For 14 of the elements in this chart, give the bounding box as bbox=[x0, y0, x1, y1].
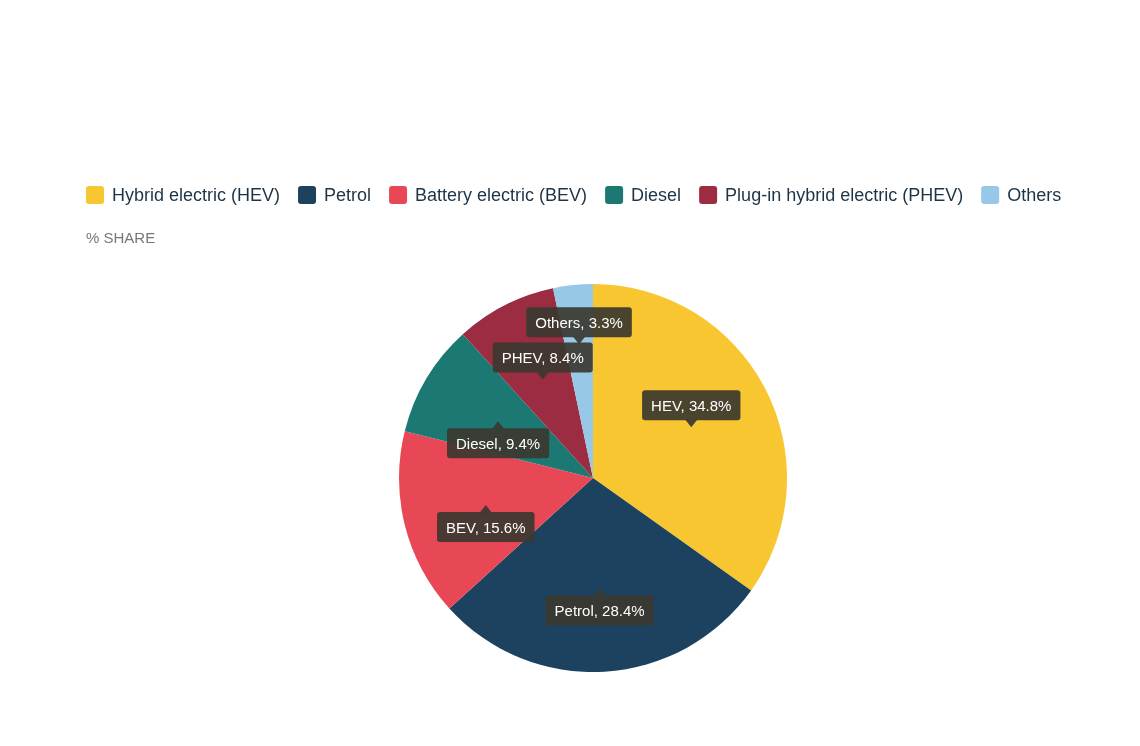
legend-label: Petrol bbox=[324, 185, 372, 205]
data-label: PHEV, 8.4% bbox=[501, 349, 584, 366]
legend-label: Plug-in hybrid electric (PHEV) bbox=[725, 185, 964, 205]
data-label: Others, 3.3% bbox=[535, 313, 623, 331]
text: % SHARE bbox=[86, 228, 156, 246]
data-label: Petrol, 28.4% bbox=[554, 601, 645, 619]
data-label: BEV, 15.6% bbox=[446, 518, 526, 536]
legend-label: Hybrid electric (HEV) bbox=[112, 185, 281, 205]
legend-label: Others bbox=[1007, 185, 1062, 205]
data-label: Diesel, 9.4% bbox=[456, 434, 541, 452]
data-label: HEV, 34.8% bbox=[651, 396, 732, 414]
legend-label: Diesel bbox=[631, 185, 682, 205]
legend-label: Battery electric (BEV) bbox=[415, 185, 588, 205]
pie-slice bbox=[449, 478, 752, 672]
